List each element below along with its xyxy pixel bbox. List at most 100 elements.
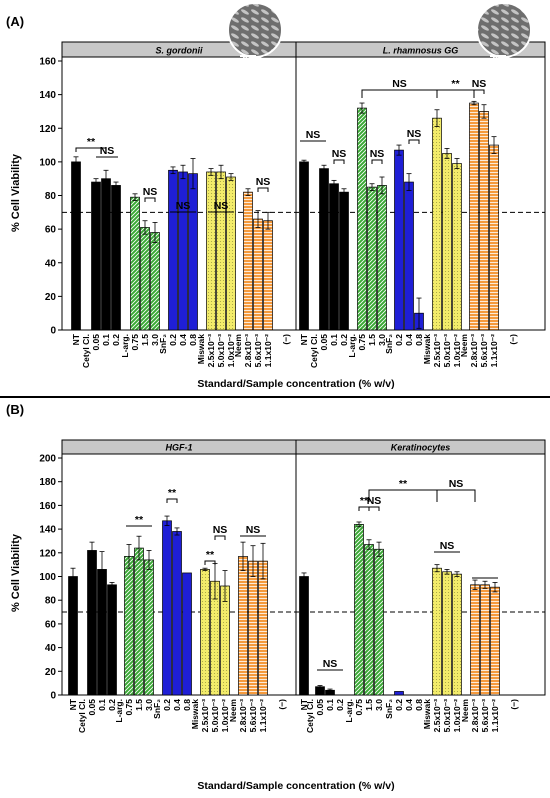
bar xyxy=(200,569,210,696)
y-tick-label: 180 xyxy=(39,477,56,488)
x-tick-label: 0.8 xyxy=(182,699,192,711)
bar xyxy=(394,691,404,696)
x-tick-label: 0.4 xyxy=(178,334,188,346)
bar xyxy=(404,181,414,331)
x-tick-label: 5.0x10⁻³ xyxy=(216,334,226,367)
x-tick-label: 1.5 xyxy=(140,334,150,346)
bar xyxy=(140,227,150,331)
x-tick-label: 2.5x10⁻³ xyxy=(432,699,442,732)
significance-label: ** xyxy=(206,549,215,561)
panel-separator xyxy=(0,396,550,398)
bar xyxy=(470,584,480,696)
x-tick-label: 0.05 xyxy=(91,334,101,351)
x-tick-label: 1.5 xyxy=(367,334,377,346)
bar xyxy=(299,576,309,696)
y-tick-label: 80 xyxy=(45,191,57,202)
bar xyxy=(216,171,226,331)
significance-label: NS xyxy=(332,148,347,160)
bar xyxy=(107,584,117,696)
bar xyxy=(432,567,442,696)
significance-bracket xyxy=(75,147,107,152)
x-tick-label: 1.1x10⁻² xyxy=(490,699,500,732)
bar xyxy=(91,181,101,331)
x-axis-title: Standard/Sample concentration (% w/v) xyxy=(197,780,394,792)
x-group-label: NT xyxy=(299,698,309,710)
significance-label: NS xyxy=(407,128,422,140)
significance-label: NS xyxy=(246,524,261,536)
significance-bracket xyxy=(371,159,383,164)
bar xyxy=(432,117,442,331)
y-tick-label: 120 xyxy=(39,548,56,559)
x-tick-label: 0.4 xyxy=(404,699,414,711)
x-tick-label: 0.75 xyxy=(130,334,140,351)
bar xyxy=(111,185,121,331)
x-tick-label: 0.4 xyxy=(404,334,414,346)
x-tick-label: 2.5x10⁻³ xyxy=(200,699,210,732)
significance-bracket xyxy=(436,489,476,502)
x-group-label: (−) xyxy=(509,699,519,710)
x-group-label: NT xyxy=(71,333,81,345)
y-tick-label: 20 xyxy=(45,292,57,303)
x-tick-label: 5.6x10⁻³ xyxy=(479,334,489,367)
bar xyxy=(354,524,364,696)
x-group-label: Miswak xyxy=(422,699,432,730)
bar xyxy=(364,544,374,696)
significance-label: NS xyxy=(392,78,407,90)
x-group-label: Cetyl Cl. xyxy=(77,699,87,733)
significance-label: NS xyxy=(367,495,382,507)
x-tick-label: 0.75 xyxy=(354,699,364,716)
x-tick-label: 0.2 xyxy=(162,699,172,711)
panel-label: (B) xyxy=(6,402,24,417)
significance-bracket xyxy=(214,535,226,540)
x-tick-label: 1.5 xyxy=(134,699,144,711)
x-group-label: SnF₂ xyxy=(384,699,394,719)
x-tick-label: 0.2 xyxy=(394,699,404,711)
x-group-label: SnF₂ xyxy=(152,699,162,719)
scale-bar-label: 2 μm xyxy=(492,55,515,66)
x-group-label: Cetyl Cl. xyxy=(81,334,91,368)
x-tick-label: 0.2 xyxy=(339,334,349,346)
x-tick-label: 5.6x10⁻³ xyxy=(248,699,258,732)
x-tick-label: 0.2 xyxy=(335,699,345,711)
subpanel-title: HGF-1 xyxy=(166,443,193,453)
bar xyxy=(263,220,273,331)
bar xyxy=(377,185,387,331)
subpanel-title: S. gordonii xyxy=(156,46,203,56)
bar xyxy=(87,550,97,696)
bar xyxy=(182,572,192,696)
bar xyxy=(172,531,182,696)
x-tick-label: 0.8 xyxy=(414,699,424,711)
significance-bracket xyxy=(358,506,370,511)
x-group-label: L-arg. xyxy=(120,334,130,358)
x-tick-label: 0.2 xyxy=(168,334,178,346)
significance-label: NS xyxy=(214,200,229,212)
bar xyxy=(150,232,160,331)
x-tick-label: 5.6x10⁻³ xyxy=(253,334,263,367)
x-tick-label: 2.5x10⁻³ xyxy=(432,334,442,367)
x-tick-label: 0.2 xyxy=(111,334,121,346)
y-tick-label: 160 xyxy=(39,57,56,68)
bar xyxy=(479,111,489,331)
significance-bracket xyxy=(436,89,475,98)
x-group-label: L-arg. xyxy=(114,699,124,723)
bar xyxy=(188,173,198,331)
x-group-label: Miswak xyxy=(190,699,200,730)
bar xyxy=(144,559,154,696)
bar xyxy=(243,191,253,331)
y-tick-label: 20 xyxy=(45,667,57,678)
x-group-label: (−) xyxy=(277,699,287,710)
subpanel-title: Keratinocytes xyxy=(391,443,451,453)
x-tick-label: 3.0 xyxy=(374,699,384,711)
sem-image-s-gordonii: 2 μm xyxy=(227,2,283,66)
bar xyxy=(97,569,107,696)
significance-bracket xyxy=(361,89,438,98)
y-tick-label: 40 xyxy=(45,643,57,654)
bar xyxy=(101,178,111,331)
x-tick-label: 0.1 xyxy=(97,699,107,711)
bar xyxy=(253,218,263,331)
x-tick-label: 0.2 xyxy=(394,334,404,346)
bar xyxy=(206,171,216,331)
bar xyxy=(299,161,309,331)
